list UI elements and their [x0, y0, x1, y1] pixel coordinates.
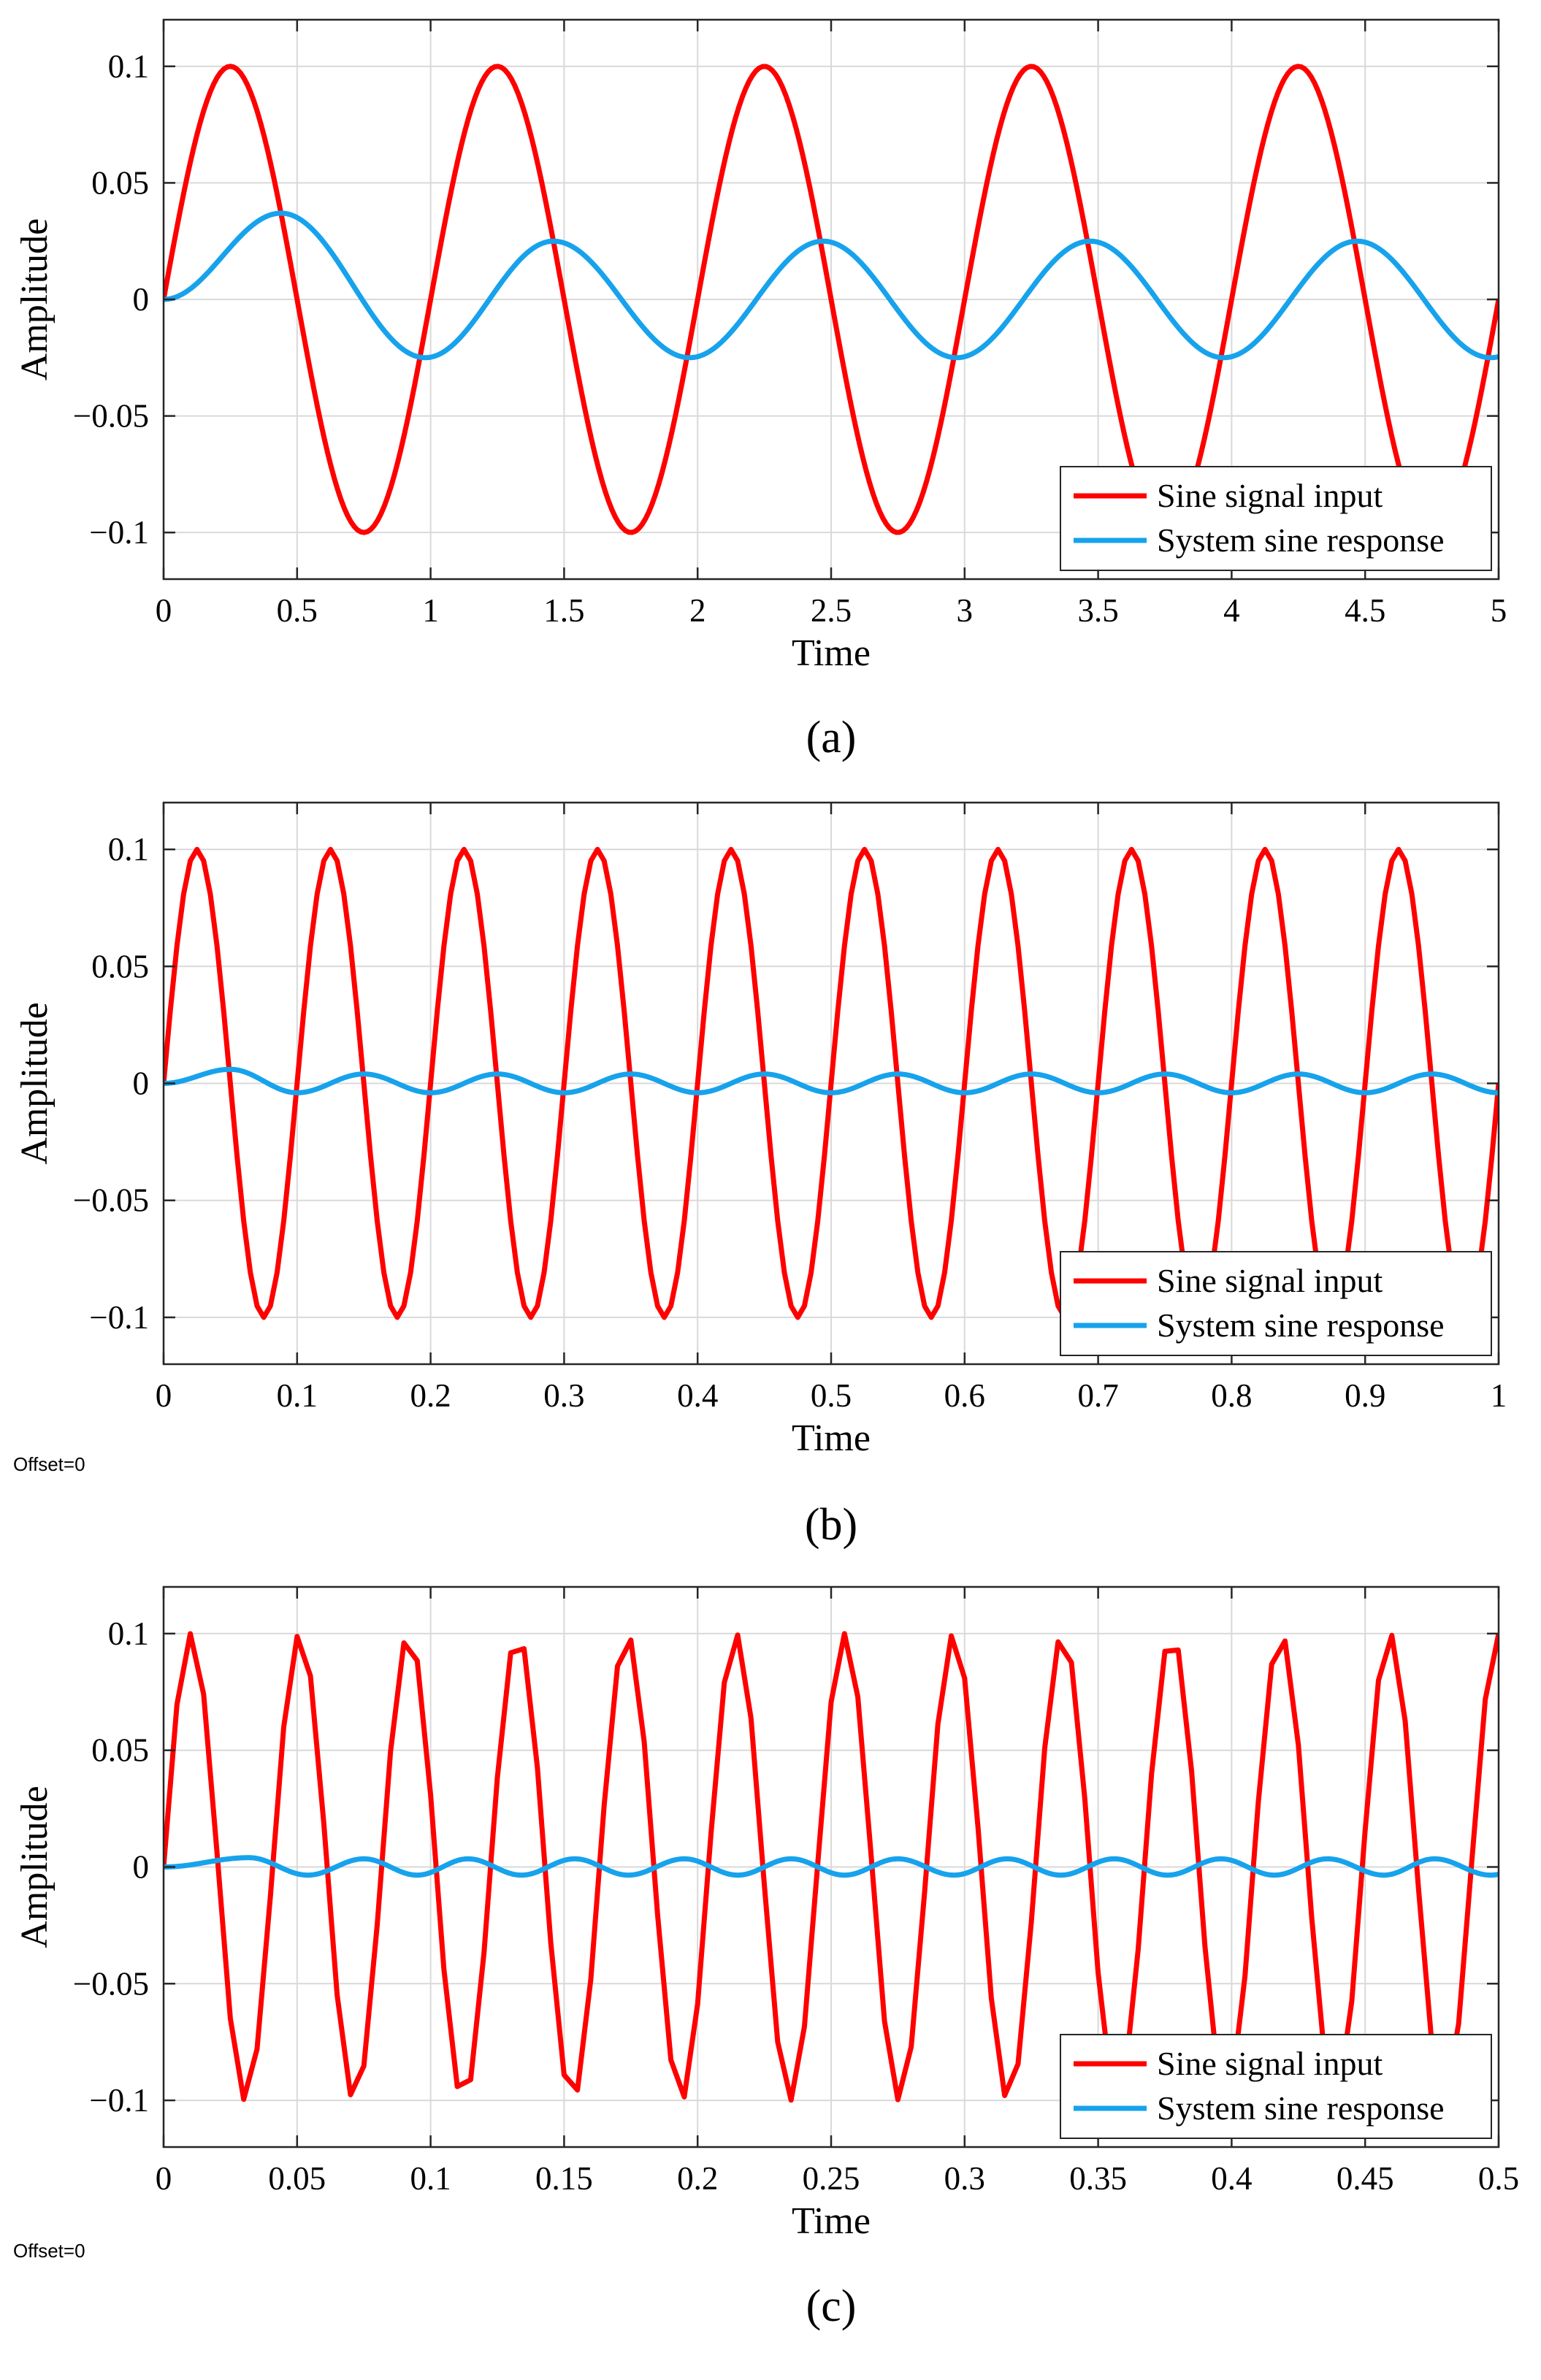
x-tick-label: 5 [1491, 592, 1507, 629]
x-tick-label: 0.2 [410, 1377, 451, 1414]
x-tick-label: 0.9 [1345, 1377, 1385, 1414]
legend: Sine signal input System sine response [1060, 466, 1492, 571]
x-tick-label: 0.4 [1211, 2160, 1252, 2197]
y-tick-label: −0.05 [73, 1182, 149, 1219]
legend-label-input: Sine signal input [1157, 477, 1383, 514]
y-tick-label: −0.05 [73, 398, 149, 435]
y-axis-label: Amplitude [14, 218, 56, 380]
offset-label: Offset=0 [13, 2240, 85, 2262]
x-tick-label: 0.45 [1337, 2160, 1394, 2197]
x-tick-label: 2.5 [811, 592, 852, 629]
x-tick-label: 0.6 [944, 1377, 985, 1414]
x-tick-label: 3.5 [1077, 592, 1118, 629]
x-tick-label: 3 [957, 592, 974, 629]
ticks: 0 0.5 1 1.5 2 2.5 3 3.5 4 4.5 5 −0.1 −0.05 0 0.05 0.1 [73, 20, 1507, 629]
y-tick-label: 0 [133, 1849, 150, 1886]
x-tick-label: 0.5 [811, 1377, 852, 1414]
y-tick-label: 0.05 [91, 948, 149, 984]
chart-panel-2: 0 0.1 0.2 0.3 0.4 0.5 0.6 0.7 0.8 0.9 1 −0.1 −0.05 0 0… [13, 801, 1507, 1550]
series-line-system-sine-response [164, 210, 1499, 361]
y-tick-label: −0.1 [89, 2082, 149, 2119]
legend-box [1060, 1251, 1492, 1356]
x-tick-label: 0.05 [268, 2160, 326, 2197]
x-tick-label: 4 [1223, 592, 1240, 629]
series-line-system-sine-response [164, 1855, 1499, 1878]
panel-caption: (a) [806, 713, 857, 762]
y-tick-label: 0.05 [91, 164, 149, 201]
x-tick-label: 0.1 [410, 2160, 451, 2197]
x-tick-label: 0.1 [277, 1377, 318, 1414]
x-tick-label: 0.5 [277, 592, 318, 629]
x-tick-label: 0.25 [803, 2160, 860, 2197]
legend: Sine signal input System sine response [1060, 2034, 1492, 2139]
x-tick-label: 0.5 [1478, 2160, 1519, 2197]
chart-panel-3: 0 0.05 0.1 0.15 0.2 0.25 0.3 0.35 0.4 0.45 0.5 −0.1… [13, 1585, 1519, 2331]
panel-caption: (c) [806, 2281, 857, 2331]
ticks: 0 0.1 0.2 0.3 0.4 0.5 0.6 0.7 0.8 0.9 1 −0.1 −0.05 0 0… [73, 803, 1507, 1414]
series-line-sine-signal-input [164, 1631, 1499, 2103]
legend-label-response: System sine response [1157, 2089, 1445, 2127]
y-tick-label: 0.1 [108, 831, 149, 868]
x-tick-label: 0.35 [1069, 2160, 1127, 2197]
x-axis-label: Time [792, 632, 871, 674]
panel-caption: (b) [805, 1500, 857, 1550]
offset-label: Offset=0 [13, 1453, 85, 1475]
y-tick-label: 0.05 [91, 1732, 149, 1769]
series-line-sine-signal-input [164, 846, 1499, 1320]
x-axis-label: Time [792, 2200, 871, 2242]
x-tick-label: 0 [156, 2160, 172, 2197]
x-tick-label: 0.15 [535, 2160, 593, 2197]
x-tick-label: 4.5 [1345, 592, 1385, 629]
y-tick-label: 0.1 [108, 1615, 149, 1652]
x-tick-label: 1 [422, 592, 439, 629]
y-axis-label: Amplitude [14, 1002, 56, 1164]
x-tick-label: 0.3 [543, 1377, 584, 1414]
x-tick-label: 0 [156, 1377, 172, 1414]
legend-label-response: System sine response [1157, 521, 1445, 559]
legend-label-input: Sine signal input [1157, 2045, 1383, 2082]
y-tick-label: 0.1 [108, 48, 149, 85]
y-tick-label: −0.1 [89, 514, 149, 551]
series-line-system-sine-response [164, 1066, 1499, 1095]
y-tick-label: −0.05 [73, 1965, 149, 2002]
series-line-sine-signal-input [164, 64, 1499, 535]
x-tick-label: 0.4 [677, 1377, 718, 1414]
x-tick-label: 1 [1491, 1377, 1507, 1414]
legend-label-input: Sine signal input [1157, 1262, 1383, 1299]
series-group [164, 64, 1499, 535]
series-group [164, 846, 1499, 1320]
y-tick-label: 0 [133, 1065, 150, 1102]
y-axis-label: Amplitude [14, 1786, 56, 1948]
chart-panel-1: 0 0.5 1 1.5 2 2.5 3 3.5 4 4.5 5 −0.1 −0.05 0 0.05 0.1 Ti… [14, 18, 1507, 762]
x-tick-label: 1.5 [543, 592, 584, 629]
x-tick-label: 0 [156, 592, 172, 629]
ticks: 0 0.05 0.1 0.15 0.2 0.25 0.3 0.35 0.4 0.45 0.5 −0.1… [73, 1587, 1519, 2197]
legend: Sine signal input System sine response [1060, 1251, 1492, 1356]
y-tick-label: 0 [133, 281, 150, 318]
legend-label-response: System sine response [1157, 1306, 1445, 1344]
legend-box [1060, 466, 1492, 571]
x-tick-label: 2 [689, 592, 706, 629]
x-tick-label: 0.2 [677, 2160, 718, 2197]
grid [164, 803, 1499, 1364]
y-tick-label: −0.1 [89, 1299, 149, 1336]
series-group [164, 1631, 1499, 2103]
x-axis-label: Time [792, 1417, 871, 1459]
legend-box [1060, 2034, 1492, 2139]
x-tick-label: 0.7 [1077, 1377, 1118, 1414]
x-tick-label: 0.3 [944, 2160, 985, 2197]
x-tick-label: 0.8 [1211, 1377, 1252, 1414]
